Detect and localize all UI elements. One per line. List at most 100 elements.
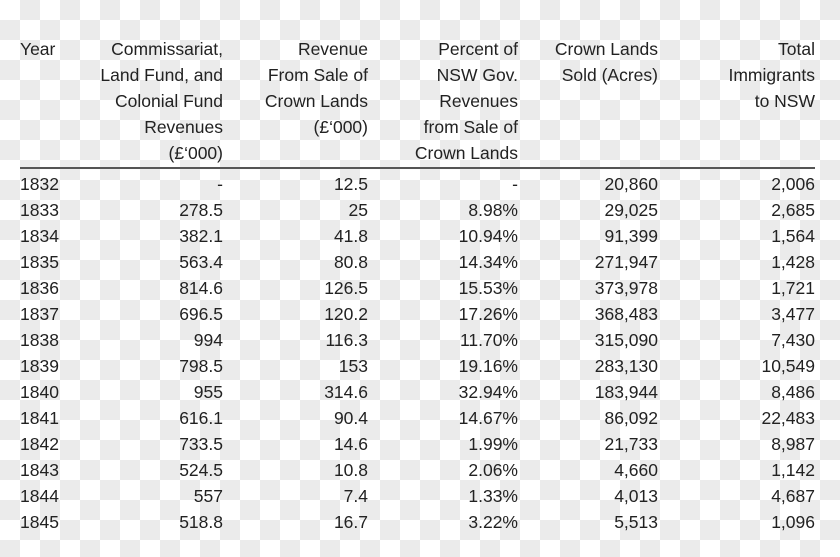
table-row: 1841 616.1 90.4 14.67% 86,092 22,483 [20,405,815,431]
cell-year: 1840 [20,382,59,402]
cell-percent: 32.94% [458,382,518,402]
cell-percent: 8.98% [468,200,518,220]
cell-year: 1839 [20,356,59,376]
cell-crown-land-revenue: 16.7 [333,512,368,532]
header-percent-revenues: Percent of NSW Gov. Revenues from Sale o… [414,39,518,163]
cell-immigrants: 2,006 [771,174,815,194]
cell-percent: 11.70% [459,330,518,350]
cell-year: 1833 [20,200,59,220]
table-row: 1834 382.1 41.8 10.94% 91,399 1,564 [20,223,815,249]
cell-crown-land-revenue: 41.8 [333,226,368,246]
table-row: 1833 278.5 25 8.98% 29,025 2,685 [20,197,815,223]
cell-crown-land-revenue: 116.3 [325,330,369,350]
cell-immigrants: 1,564 [771,226,815,246]
table-body: 1832 - 12.5 - 20,860 2,006 1833 278.5 25 8.98% 29,… [20,168,815,535]
table-row: 1835 563.4 80.8 14.34% 271,947 1,428 [20,249,815,275]
cell-total-revenues: 616.1 [179,408,223,428]
cell-year: 1842 [20,434,59,454]
cell-immigrants: 3,477 [771,304,815,324]
cell-total-revenues: 382.1 [179,226,223,246]
cell-year: 1838 [20,330,59,350]
header-row: Year Commissariat, Land Fund, and Coloni… [20,36,815,168]
table-row: 1843 524.5 10.8 2.06% 4,660 1,142 [20,457,815,483]
cell-total-revenues: 278.5 [179,200,223,220]
cell-percent: 1.33% [468,486,518,506]
table-row: 1838 994 116.3 11.70% 315,090 7,430 [20,327,815,353]
cell-percent: 2.06% [468,460,518,480]
header-crown-land-revenue: Revenue From Sale of Crown Lands (£‘000) [264,39,368,137]
cell-crown-land-revenue: 7.4 [343,486,368,506]
cell-acres: 283,130 [594,356,658,376]
cell-total-revenues: 524.5 [179,460,223,480]
cell-crown-land-revenue: 10.8 [333,460,368,480]
cell-crown-land-revenue: 120.2 [324,304,368,324]
cell-total-revenues: 994 [193,330,223,350]
cell-crown-land-revenue: 12.5 [333,174,368,194]
cell-crown-land-revenue: 14.6 [333,434,368,454]
cell-acres: 368,483 [594,304,658,324]
table-row: 1845 518.8 16.7 3.22% 5,513 1,096 [20,509,815,535]
cell-crown-land-revenue: 90.4 [333,408,368,428]
cell-acres: 315,090 [594,330,658,350]
cell-year: 1843 [20,460,59,480]
cell-immigrants: 2,685 [771,200,815,220]
cell-total-revenues: 518.8 [179,512,223,532]
cell-acres: 91,399 [604,226,658,246]
cell-immigrants: 1,142 [771,460,815,480]
table-row: 1837 696.5 120.2 17.26% 368,483 3,477 [20,301,815,327]
cell-immigrants: 1,721 [771,278,815,298]
cell-crown-land-revenue: 25 [348,200,368,220]
cell-total-revenues: 557 [193,486,223,506]
revenue-immigration-table: Year Commissariat, Land Fund, and Coloni… [20,36,815,535]
cell-acres: 271,947 [594,252,658,272]
header-immigrants: Total Immigrants to NSW [728,39,815,111]
cell-immigrants: 8,987 [771,434,815,454]
cell-immigrants: 1,428 [771,252,815,272]
cell-percent: 3.22% [468,512,518,532]
cell-immigrants: 22,483 [761,408,815,428]
cell-acres: 5,513 [614,512,658,532]
cell-crown-land-revenue: 314.6 [324,382,368,402]
cell-crown-land-revenue: 126.5 [324,278,368,298]
cell-immigrants: 1,096 [771,512,815,532]
cell-acres: 4,013 [614,486,658,506]
cell-percent: 19.16% [458,356,518,376]
cell-immigrants: 10,549 [761,356,815,376]
cell-percent: 15.53% [458,278,518,298]
cell-year: 1844 [20,486,59,506]
cell-acres: 21,733 [604,434,658,454]
cell-total-revenues: 733.5 [179,434,223,454]
cell-acres: 29,025 [604,200,658,220]
cell-year: 1837 [20,304,59,324]
header-year: Year [20,39,56,59]
cell-percent: 14.67% [458,408,518,428]
cell-immigrants: 7,430 [771,330,815,350]
cell-year: 1841 [20,408,59,428]
cell-year: 1845 [20,512,59,532]
table-row: 1836 814.6 126.5 15.53% 373,978 1,721 [20,275,815,301]
cell-year: 1836 [20,278,59,298]
cell-year: 1835 [20,252,59,272]
cell-acres: 373,978 [594,278,658,298]
cell-crown-land-revenue: 80.8 [333,252,368,272]
cell-year: 1832 [20,174,59,194]
cell-percent: - [512,174,518,194]
cell-year: 1834 [20,226,59,246]
cell-total-revenues: 563.4 [179,252,223,272]
cell-acres: 86,092 [604,408,658,428]
cell-percent: 1.99% [468,434,518,454]
cell-percent: 14.34% [458,252,518,272]
table-row: 1832 - 12.5 - 20,860 2,006 [20,168,815,197]
cell-crown-land-revenue: 153 [338,356,368,376]
cell-total-revenues: - [217,174,223,194]
table-row: 1844 557 7.4 1.33% 4,013 4,687 [20,483,815,509]
cell-total-revenues: 696.5 [179,304,223,324]
cell-total-revenues: 955 [193,382,223,402]
cell-immigrants: 4,687 [771,486,815,506]
cell-percent: 10.94% [458,226,518,246]
cell-immigrants: 8,486 [771,382,815,402]
cell-percent: 17.26% [458,304,518,324]
cell-acres: 183,944 [594,382,658,402]
cell-acres: 20,860 [604,174,658,194]
table-row: 1842 733.5 14.6 1.99% 21,733 8,987 [20,431,815,457]
